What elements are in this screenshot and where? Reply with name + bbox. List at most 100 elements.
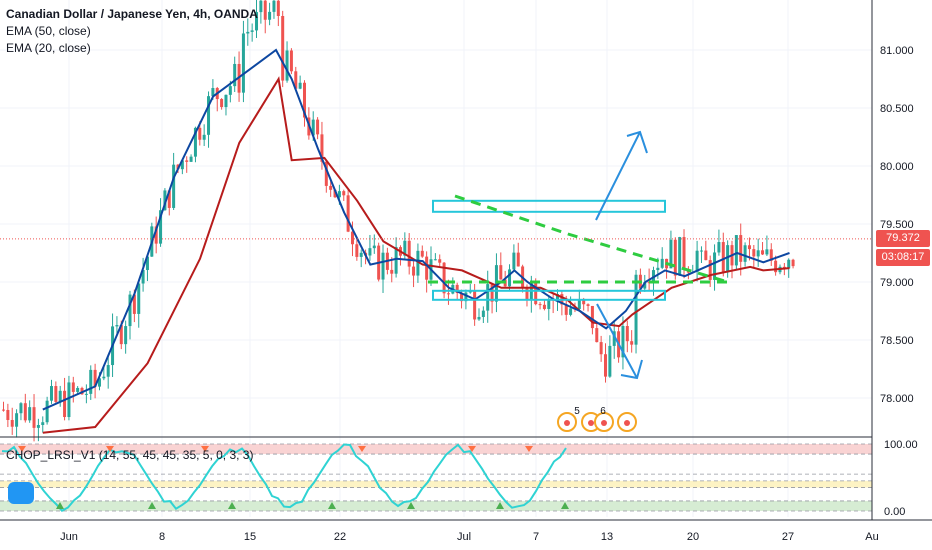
candle-body <box>316 119 320 135</box>
down-arrow-head <box>620 359 643 380</box>
candle-body <box>145 256 149 271</box>
candle-body <box>769 249 773 261</box>
candle-body <box>220 99 224 108</box>
candle-body <box>141 270 145 284</box>
candle-body <box>350 231 354 245</box>
osc-up-marker <box>228 501 236 509</box>
candle-body <box>508 269 512 287</box>
candle-body <box>756 250 760 257</box>
candle-body <box>446 293 450 295</box>
candle-body <box>224 94 228 108</box>
event-dot-icon <box>601 420 607 426</box>
candle-body <box>682 237 686 270</box>
osc-mid-band <box>0 480 872 488</box>
candle-body <box>337 191 341 198</box>
candle-body <box>394 247 398 274</box>
candle-body <box>19 403 23 414</box>
candle-body <box>276 0 280 16</box>
candle-body <box>787 259 791 269</box>
candle-body <box>49 386 53 401</box>
osc-down-marker <box>201 446 209 453</box>
candle-body <box>390 269 394 274</box>
event-count: 5 <box>574 406 580 417</box>
candles-layer <box>2 0 795 442</box>
candle-body <box>621 325 625 358</box>
candle-body <box>669 239 673 269</box>
candle-body <box>442 262 446 294</box>
candle-body <box>163 190 167 211</box>
candle-body <box>207 96 211 135</box>
candle-body <box>577 299 581 309</box>
candle-body <box>263 0 267 20</box>
up-arrow-head <box>626 130 648 154</box>
candle-body <box>407 240 411 267</box>
ema-line <box>42 76 790 434</box>
ema20-label[interactable]: EMA (20, close) <box>6 41 91 55</box>
candle-body <box>512 252 516 270</box>
candle-body <box>202 134 206 140</box>
oscillator-pane: 100.00 0.00 <box>0 439 918 518</box>
candle-body <box>255 12 259 31</box>
osc-down-marker <box>525 446 533 453</box>
candle-body <box>717 242 721 253</box>
candle-body <box>481 310 485 317</box>
candle-body <box>438 259 442 263</box>
candle-body <box>41 422 45 425</box>
candle-body <box>45 400 49 423</box>
y-tick-label: 79.000 <box>880 277 914 289</box>
candle-body <box>403 240 407 256</box>
candle-body <box>106 365 110 377</box>
candle-body <box>634 274 638 345</box>
candle-body <box>63 390 67 418</box>
candle-body <box>23 403 27 421</box>
osc-tick-label: 0.00 <box>884 506 905 518</box>
candle-body <box>198 127 202 140</box>
candle-body <box>67 382 71 418</box>
candle-body <box>477 316 481 320</box>
tradingview-logo-icon[interactable] <box>8 482 34 504</box>
candle-body <box>464 292 468 302</box>
candle-body <box>58 390 62 402</box>
candle-body <box>425 256 429 280</box>
ema50-label[interactable]: EMA (50, close) <box>6 24 91 38</box>
last-price-tag: 79.372 <box>876 230 930 247</box>
event-dot-icon <box>564 420 570 426</box>
candle-body <box>547 299 551 309</box>
candle-body <box>603 354 607 377</box>
candle-body <box>250 30 254 32</box>
x-tick-label: Jul <box>457 531 471 543</box>
candle-body <box>80 387 84 395</box>
candle-body <box>564 304 568 315</box>
candle-body <box>774 260 778 273</box>
osc-lower-band <box>0 500 872 511</box>
candle-body <box>673 239 677 276</box>
down-arrow <box>596 303 638 379</box>
candle-body <box>2 409 5 411</box>
candle-body <box>412 266 416 276</box>
candle-body <box>499 265 503 280</box>
y-tick-label: 80.500 <box>880 103 914 115</box>
candle-body <box>372 245 376 249</box>
candle-body <box>473 290 477 320</box>
y-tick-label: 79.500 <box>880 219 914 231</box>
osc-up-marker <box>328 501 336 509</box>
candle-body <box>268 11 272 20</box>
event-dot-icon <box>624 420 630 426</box>
candle-body <box>189 156 193 162</box>
candle-body <box>289 50 293 72</box>
candle-body <box>599 342 603 355</box>
osc-up-marker <box>407 501 415 509</box>
candle-body <box>272 0 276 12</box>
candle-body <box>298 82 302 89</box>
candle-body <box>36 424 40 428</box>
candle-body <box>76 387 80 392</box>
osc-tick-label: 100.00 <box>884 439 918 451</box>
candle-body <box>115 325 119 327</box>
oscillator-label[interactable]: CHOP_LRSI_V1 (14, 55, 45, 45, 35, 5, 0, … <box>6 448 254 462</box>
candle-body <box>656 267 660 271</box>
candle-body <box>228 86 232 95</box>
x-tick-label: 22 <box>334 531 346 543</box>
